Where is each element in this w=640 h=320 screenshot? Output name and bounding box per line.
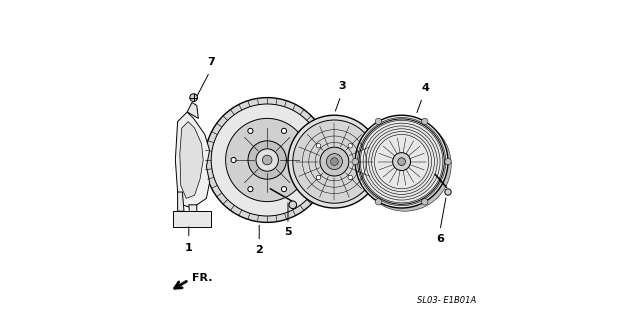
Text: 7: 7 bbox=[207, 57, 215, 67]
Circle shape bbox=[298, 157, 303, 163]
Text: 6: 6 bbox=[436, 234, 444, 244]
Circle shape bbox=[326, 154, 342, 170]
Circle shape bbox=[282, 187, 287, 192]
Circle shape bbox=[375, 199, 381, 205]
Circle shape bbox=[316, 144, 321, 148]
Circle shape bbox=[231, 157, 236, 163]
Circle shape bbox=[330, 158, 338, 165]
Text: 4: 4 bbox=[422, 83, 429, 93]
Circle shape bbox=[393, 153, 411, 171]
Circle shape bbox=[248, 187, 253, 192]
Polygon shape bbox=[187, 102, 198, 118]
Circle shape bbox=[375, 118, 381, 124]
Circle shape bbox=[320, 147, 349, 176]
Text: 1: 1 bbox=[185, 243, 193, 253]
Circle shape bbox=[189, 94, 197, 101]
Polygon shape bbox=[175, 112, 210, 208]
Text: SL03- E1B01A: SL03- E1B01A bbox=[417, 296, 476, 305]
Circle shape bbox=[256, 149, 278, 171]
Text: 5: 5 bbox=[284, 227, 292, 237]
Circle shape bbox=[422, 118, 428, 124]
Circle shape bbox=[445, 189, 451, 195]
Polygon shape bbox=[178, 192, 184, 211]
Circle shape bbox=[248, 141, 287, 179]
Polygon shape bbox=[180, 122, 204, 198]
Circle shape bbox=[248, 128, 253, 133]
Circle shape bbox=[358, 118, 451, 211]
Circle shape bbox=[282, 128, 287, 133]
Circle shape bbox=[292, 120, 376, 203]
Circle shape bbox=[398, 158, 406, 165]
Text: 2: 2 bbox=[255, 245, 263, 255]
Circle shape bbox=[352, 158, 358, 165]
Circle shape bbox=[355, 115, 448, 208]
Circle shape bbox=[211, 104, 323, 216]
Text: FR.: FR. bbox=[192, 273, 212, 284]
Circle shape bbox=[226, 118, 309, 202]
Circle shape bbox=[288, 115, 381, 208]
Circle shape bbox=[445, 158, 451, 165]
Circle shape bbox=[348, 175, 353, 180]
Polygon shape bbox=[173, 211, 211, 227]
Circle shape bbox=[205, 98, 330, 222]
Circle shape bbox=[262, 155, 272, 165]
Circle shape bbox=[289, 201, 297, 209]
Circle shape bbox=[348, 144, 353, 148]
Polygon shape bbox=[189, 205, 197, 224]
Circle shape bbox=[316, 175, 321, 180]
Circle shape bbox=[422, 199, 428, 205]
Text: 3: 3 bbox=[339, 81, 346, 91]
